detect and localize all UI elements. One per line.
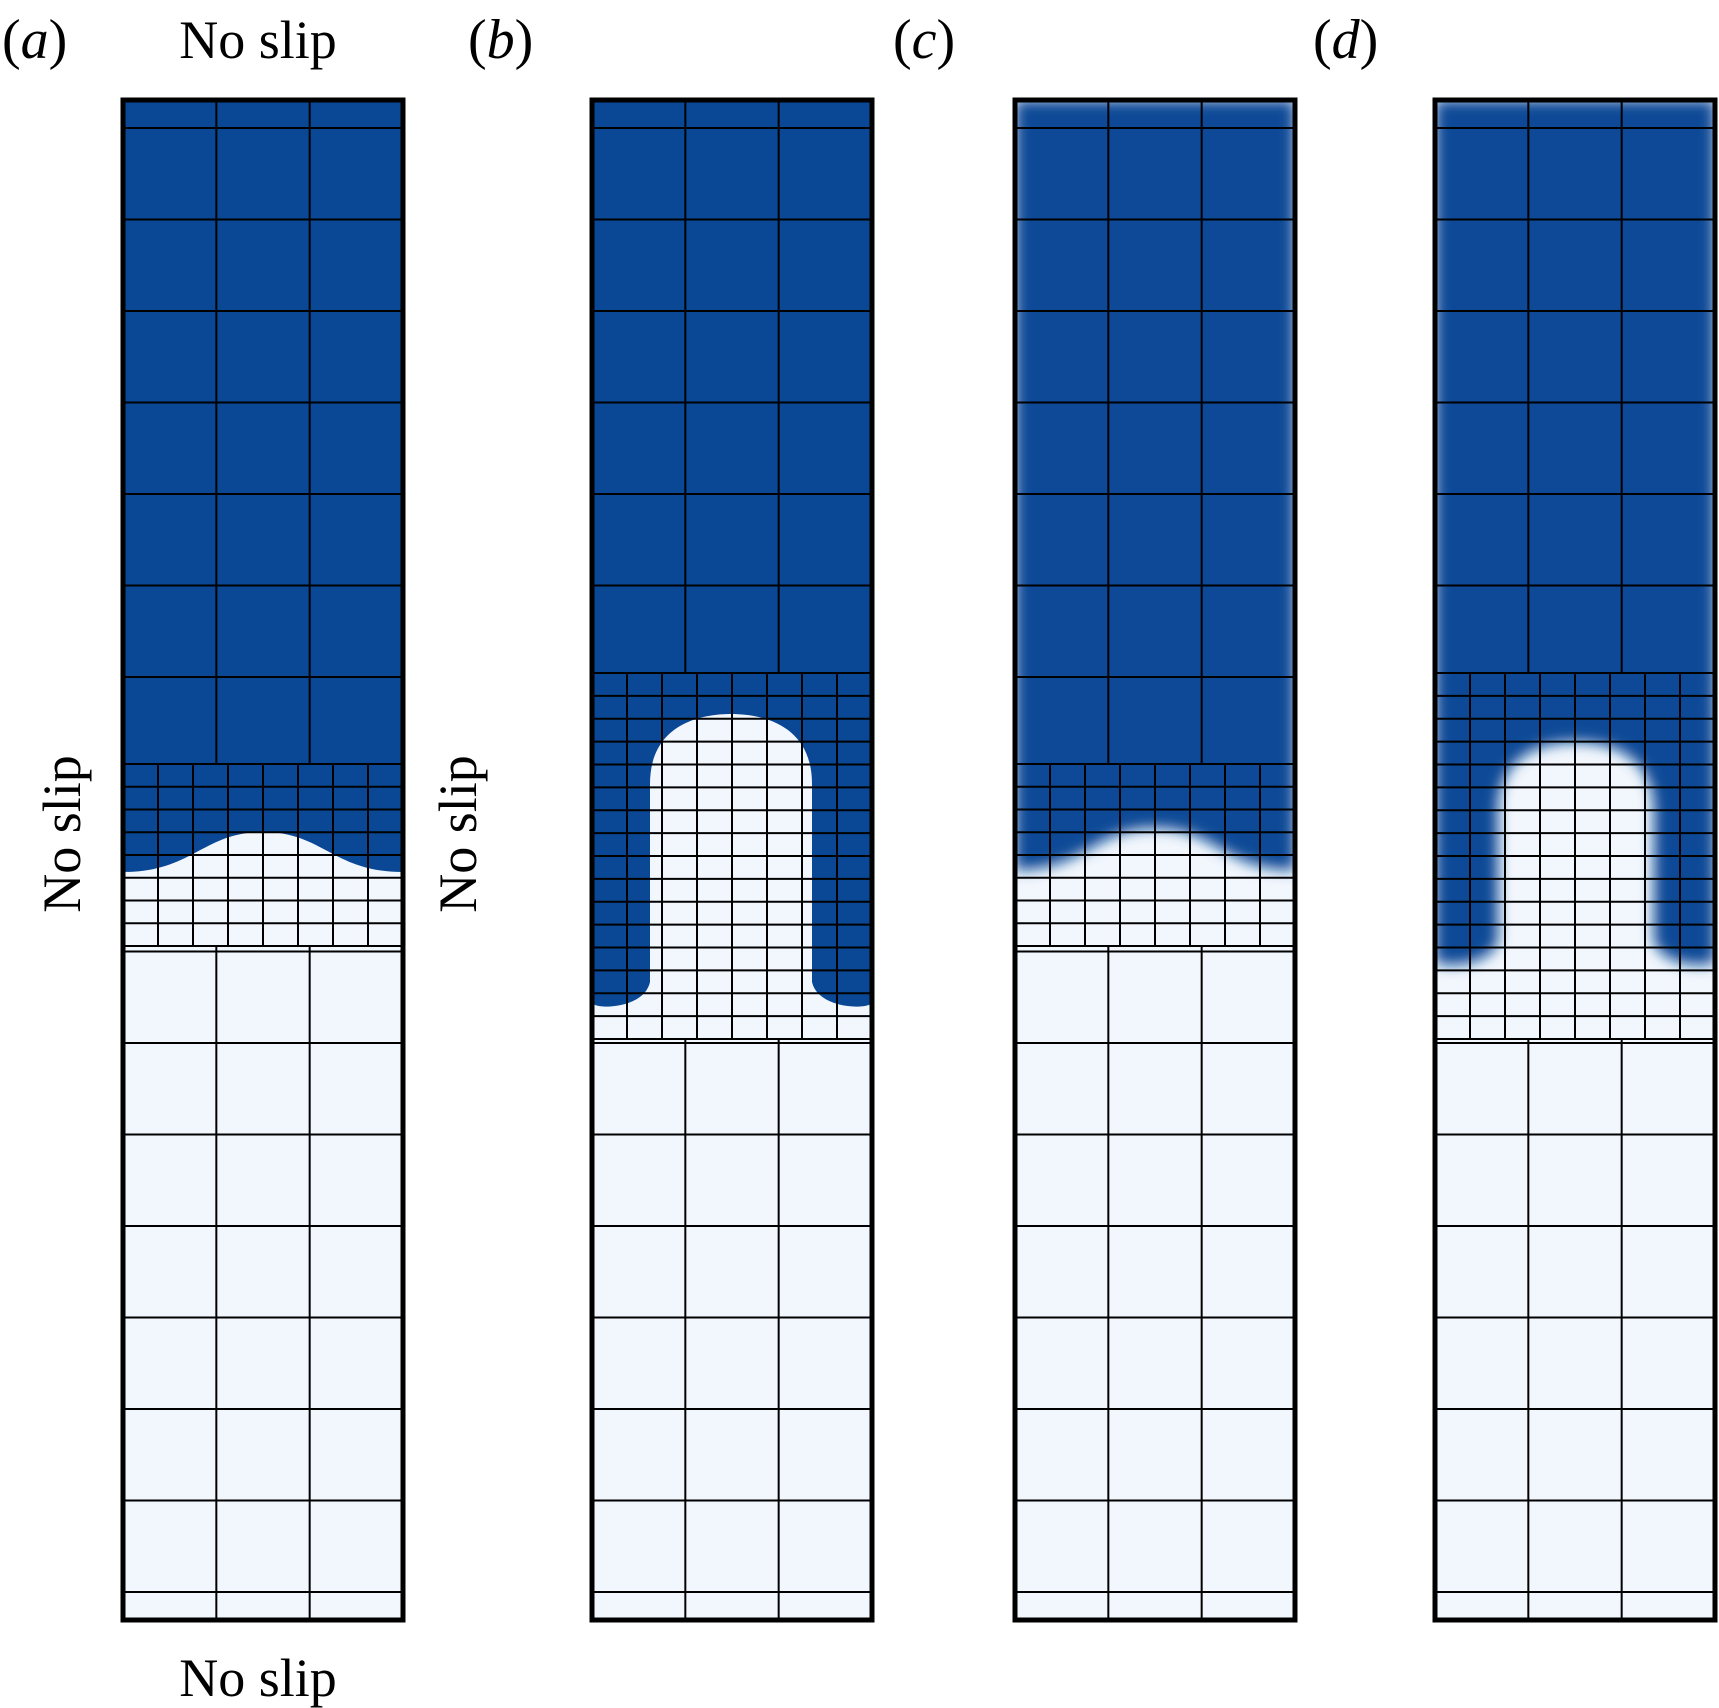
no-slip-left-label: No slip — [32, 755, 92, 913]
mesh-grid — [592, 100, 872, 1620]
panel-c-domain — [1012, 97, 1298, 1623]
panel-label-c: (c) — [893, 9, 955, 71]
fluid-region — [1015, 100, 1295, 1620]
domain-frame — [589, 97, 875, 1623]
domain-frame — [1012, 97, 1298, 1623]
panel-d: (d) — [1313, 9, 1718, 1623]
panel-b-domain — [589, 97, 875, 1623]
fluid-region — [123, 100, 403, 1620]
panel-label-d: (d) — [1313, 9, 1378, 71]
no-slip-top-label: No slip — [179, 10, 337, 70]
mesh-grid — [1435, 100, 1715, 1620]
domain-frame — [120, 97, 406, 1623]
fluid-region — [1435, 100, 1715, 1620]
panel-a: (a) No slip No slip No slip — [2, 9, 406, 1708]
heavy-fluid — [592, 100, 872, 1007]
domain-frame — [1432, 97, 1718, 1623]
fluid-region — [592, 100, 872, 1620]
heavy-fluid — [1015, 100, 1295, 870]
panel-c: (c) — [893, 9, 1298, 1623]
mesh-grid — [123, 100, 403, 1620]
panel-b: (b) No slip — [428, 9, 875, 1623]
no-slip-left-label: No slip — [428, 755, 488, 913]
heavy-fluid — [123, 100, 403, 872]
panel-a-domain — [120, 97, 406, 1623]
panel-label-b: (b) — [468, 9, 533, 71]
mesh-grid — [1015, 100, 1295, 1620]
panel-d-domain — [1432, 97, 1718, 1623]
panel-label-a: (a) — [2, 9, 67, 71]
no-slip-bottom-label: No slip — [179, 1648, 337, 1708]
